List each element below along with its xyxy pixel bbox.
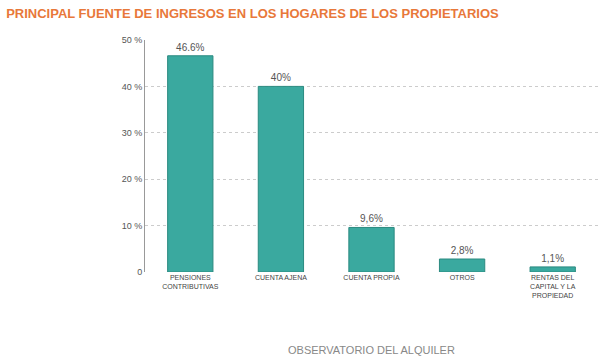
svg-text:OBSERVATORIO DEL ALQUILER: OBSERVATORIO DEL ALQUILER xyxy=(288,344,455,356)
svg-text:OTROS: OTROS xyxy=(450,274,475,281)
svg-text:CUENTA AJENA: CUENTA AJENA xyxy=(255,274,307,281)
svg-text:2,8%: 2,8% xyxy=(451,245,474,256)
svg-text:10 %: 10 % xyxy=(122,221,143,231)
svg-text:PENSIONESCONTRIBUTIVAS: PENSIONESCONTRIBUTIVAS xyxy=(162,274,219,290)
svg-text:20 %: 20 % xyxy=(122,174,143,184)
svg-text:50 %: 50 % xyxy=(122,35,143,45)
svg-text:40%: 40% xyxy=(271,72,291,83)
svg-text:PRINCIPAL FUENTE DE INGRESOS E: PRINCIPAL FUENTE DE INGRESOS EN LOS HOGA… xyxy=(6,6,499,21)
svg-text:9,6%: 9,6% xyxy=(360,213,383,224)
svg-text:RENTAS DELCAPITAL Y LAPROPIEDA: RENTAS DELCAPITAL Y LAPROPIEDAD xyxy=(530,274,576,299)
svg-text:40 %: 40 % xyxy=(122,82,143,92)
svg-text:CUENTA PROPIA: CUENTA PROPIA xyxy=(343,274,400,281)
svg-text:0: 0 xyxy=(137,267,142,277)
svg-text:46.6%: 46.6% xyxy=(176,42,204,53)
svg-text:30 %: 30 % xyxy=(122,128,143,138)
svg-text:1,1%: 1,1% xyxy=(541,253,564,264)
